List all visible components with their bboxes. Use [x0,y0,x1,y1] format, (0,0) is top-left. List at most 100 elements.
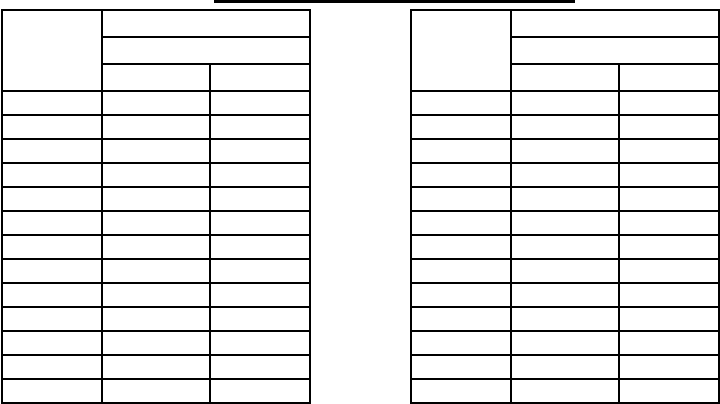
table-cell [618,282,720,308]
header-col-a [101,63,211,92]
table-cell [410,282,512,308]
table-cell [618,234,720,260]
table-cell [510,354,620,380]
table-cell [1,186,103,212]
table-cell [510,90,620,116]
header-col-b [209,63,311,92]
table-cell [101,282,211,308]
table-row [410,330,720,356]
table-row [1,210,311,236]
table-cell [209,258,311,284]
table-cell [1,210,103,236]
table-cell [510,378,620,404]
table-row [410,114,720,140]
table-cell [618,162,720,188]
header-subgroup-cell [101,36,311,65]
table-row [410,258,720,284]
table-row [410,354,720,380]
table-cell [510,138,620,164]
table-row [410,306,720,332]
table-cell [101,306,211,332]
table-cell [1,354,103,380]
header-row [1,9,311,92]
table-cell [209,90,311,116]
table-cell [209,114,311,140]
table-cell [510,186,620,212]
table-row [1,282,311,308]
table-row [1,186,311,212]
table-cell [510,234,620,260]
table-cell [410,162,512,188]
table-row [1,354,311,380]
table-row [1,258,311,284]
table-cell [101,90,211,116]
table-cell [101,138,211,164]
table-cell [101,162,211,188]
header-col-b [618,63,720,92]
table-cell [101,210,211,236]
header-corner-cell [410,9,512,92]
table-cell [1,282,103,308]
table-cell [209,234,311,260]
table-cell [101,330,211,356]
table-cell [618,90,720,116]
table-cell [410,138,512,164]
table-row [410,282,720,308]
table-cell [209,282,311,308]
table-row [1,162,311,188]
table-row [1,114,311,140]
table-cell [618,114,720,140]
table-cell [510,114,620,140]
table-cell [410,186,512,212]
table-row [410,234,720,260]
table-cell [101,234,211,260]
table-cell [510,306,620,332]
table-row [410,186,720,212]
table-cell [1,258,103,284]
table-cell [410,354,512,380]
table-cell [101,354,211,380]
table-row [410,90,720,116]
header-corner-cell [1,9,103,92]
table-cell [209,210,311,236]
table-cell [618,258,720,284]
table-cell [410,90,512,116]
table-row [1,90,311,116]
table-cell [209,162,311,188]
table-cell [618,378,720,404]
table-cell [510,162,620,188]
table-cell [101,258,211,284]
table-cell [209,306,311,332]
table-row [410,162,720,188]
table-cell [618,306,720,332]
table-cell [101,186,211,212]
table-cell [1,162,103,188]
title-underline [214,0,575,3]
table-cell [410,258,512,284]
table-cell [410,210,512,236]
table-cell [510,282,620,308]
table-cell [1,138,103,164]
table-cell [618,330,720,356]
header-group-cell [510,9,720,38]
table-cell [618,210,720,236]
header-subgroup-cell [510,36,720,65]
table-row [1,234,311,260]
header-row [2,63,311,92]
table-cell [1,306,103,332]
header-row [2,36,311,65]
table-cell [510,330,620,356]
table-cell [410,306,512,332]
table-cell [209,138,311,164]
table-cell [101,378,211,404]
table-cell [101,114,211,140]
table-cell [410,330,512,356]
table-cell [618,186,720,212]
table-cell [1,90,103,116]
table-cell [209,330,311,356]
table-cell [510,258,620,284]
table-cell [1,234,103,260]
table-cell [410,378,512,404]
table-cell [618,138,720,164]
left-table [1,9,311,404]
